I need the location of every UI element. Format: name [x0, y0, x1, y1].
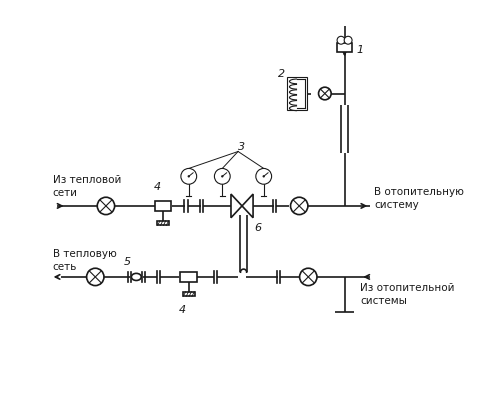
Text: В тепловую
сеть: В тепловую сеть [53, 249, 117, 272]
Text: 2: 2 [278, 69, 285, 79]
Text: Из отопительной
системы: Из отопительной системы [360, 283, 455, 306]
Circle shape [300, 268, 317, 286]
Circle shape [221, 175, 224, 178]
Bar [155, 201, 171, 211]
Circle shape [187, 175, 190, 178]
Circle shape [263, 175, 265, 178]
Circle shape [337, 36, 345, 44]
Text: Из тепловой
сети: Из тепловой сети [53, 174, 121, 198]
Ellipse shape [131, 273, 141, 280]
Circle shape [214, 168, 230, 184]
Bar [287, 77, 307, 110]
Text: 4: 4 [154, 182, 161, 192]
Bar [183, 292, 195, 296]
Circle shape [97, 197, 115, 214]
Polygon shape [231, 194, 242, 218]
Circle shape [319, 87, 331, 100]
Circle shape [86, 268, 104, 286]
Text: 5: 5 [124, 257, 131, 267]
Text: 3: 3 [239, 142, 245, 152]
Bar [338, 44, 352, 52]
Circle shape [290, 197, 308, 214]
Circle shape [344, 36, 352, 44]
Text: 4: 4 [179, 306, 186, 316]
Bar [181, 272, 197, 282]
Circle shape [181, 168, 197, 184]
Text: В отопительную
систему: В отопительную систему [374, 187, 464, 210]
Text: 6: 6 [254, 223, 262, 233]
Circle shape [256, 168, 272, 184]
Text: 1: 1 [357, 45, 364, 55]
Bar [157, 221, 169, 226]
Polygon shape [242, 194, 253, 218]
